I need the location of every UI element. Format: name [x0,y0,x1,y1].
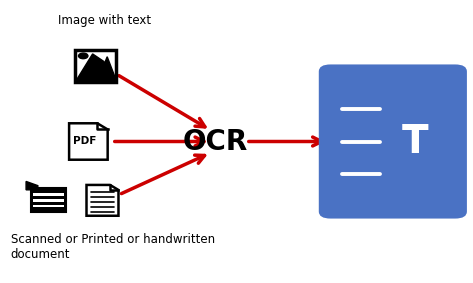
FancyBboxPatch shape [319,65,467,218]
Text: PDF: PDF [73,136,96,146]
Text: Image with text: Image with text [58,14,151,27]
Polygon shape [87,185,118,216]
Text: Scanned or Printed or handwritten
document: Scanned or Printed or handwritten docume… [11,233,215,261]
Text: OCR: OCR [183,128,248,155]
Circle shape [79,53,88,59]
Text: T: T [402,123,429,160]
Polygon shape [69,123,108,160]
FancyBboxPatch shape [33,199,64,201]
Polygon shape [26,181,38,190]
Polygon shape [76,54,115,81]
FancyBboxPatch shape [75,50,116,82]
FancyBboxPatch shape [31,188,66,212]
FancyBboxPatch shape [33,193,64,196]
Polygon shape [98,57,115,81]
FancyBboxPatch shape [33,205,64,207]
